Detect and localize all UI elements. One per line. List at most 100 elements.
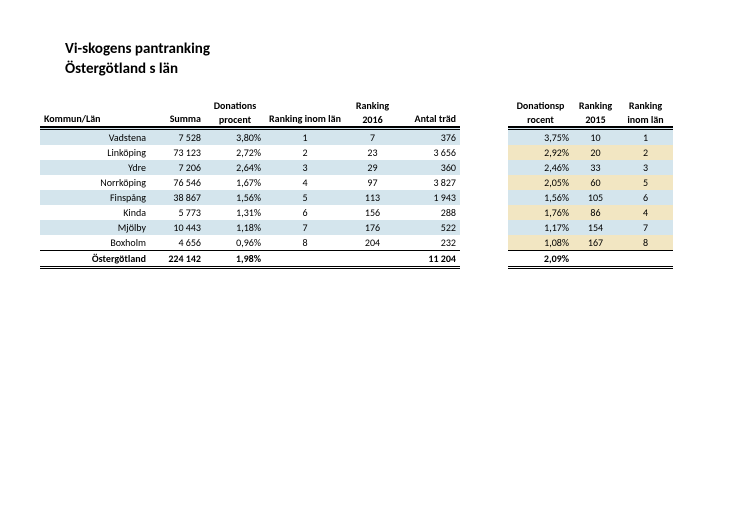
r-header-rank-top: Ranking bbox=[573, 98, 618, 112]
cell-rank-2016: 23 bbox=[345, 145, 400, 160]
cell-summa: 4 656 bbox=[150, 235, 205, 251]
main-table: Kommun/Län Summa Donations Ranking inom … bbox=[40, 98, 460, 269]
r-cell-procent: 3,75% bbox=[508, 128, 573, 145]
r-cell-inom: 2 bbox=[618, 145, 673, 160]
r-cell-procent: 2,46% bbox=[508, 160, 573, 175]
table-row: Norrköping76 5461,67%4973 827 bbox=[40, 175, 460, 190]
cell-rank-2016: 7 bbox=[345, 128, 400, 145]
r-cell-rank: 154 bbox=[573, 220, 618, 235]
r-header-inom-top: Ranking bbox=[618, 98, 673, 112]
r-cell-procent: 1,17% bbox=[508, 220, 573, 235]
r-cell-procent: 1,56% bbox=[508, 190, 573, 205]
cell-antal: 360 bbox=[400, 160, 460, 175]
r-header-inom-bot: inom län bbox=[618, 112, 673, 126]
table-row: Vadstena7 5283,80%17376 bbox=[40, 128, 460, 145]
r-cell-procent: 1,76% bbox=[508, 205, 573, 220]
cell-rank-2016: 113 bbox=[345, 190, 400, 205]
r-header-rank-bot: 2015 bbox=[573, 112, 618, 126]
r-cell-inom: 8 bbox=[618, 235, 673, 251]
cell-name: Vadstena bbox=[40, 128, 150, 145]
cell-summa: 10 443 bbox=[150, 220, 205, 235]
cell-procent: 0,96% bbox=[205, 235, 265, 251]
cell-summa: 73 123 bbox=[150, 145, 205, 160]
table-row: Boxholm4 6560,96%8204232 bbox=[40, 235, 460, 251]
table-row: Mjölby10 4431,18%7176522 bbox=[40, 220, 460, 235]
r-cell-rank: 167 bbox=[573, 235, 618, 251]
cell-procent: 2,72% bbox=[205, 145, 265, 160]
r-header-donations-bot: rocent bbox=[508, 112, 573, 126]
cell-antal: 3 656 bbox=[400, 145, 460, 160]
cell-procent: 1,18% bbox=[205, 220, 265, 235]
cell-rank-lan: 4 bbox=[265, 175, 345, 190]
r-cell-inom: 1 bbox=[618, 128, 673, 145]
cell-antal: 232 bbox=[400, 235, 460, 251]
r-cell-rank: 10 bbox=[573, 128, 618, 145]
cell-rank-2016: 29 bbox=[345, 160, 400, 175]
header-antal: Antal träd bbox=[400, 98, 460, 126]
r-cell-rank: 105 bbox=[573, 190, 618, 205]
cell-rank-2016: 204 bbox=[345, 235, 400, 251]
right-table: Donationsp Ranking Ranking rocent 2015 i… bbox=[508, 98, 673, 269]
cell-summa: 7 528 bbox=[150, 128, 205, 145]
r-cell-rank: 86 bbox=[573, 205, 618, 220]
title-line-2: Östergötland s län bbox=[65, 60, 178, 78]
cell-name: Kinda bbox=[40, 205, 150, 220]
table-row: 1,56%1056 bbox=[508, 190, 673, 205]
r-cell-inom: 3 bbox=[618, 160, 673, 175]
cell-rank-lan: 3 bbox=[265, 160, 345, 175]
cell-name: Boxholm bbox=[40, 235, 150, 251]
table-row: 3,75%101 bbox=[508, 128, 673, 145]
table-row: 1,08%1678 bbox=[508, 235, 673, 251]
totals-row: Östergötland 224 142 1,98% 11 204 bbox=[40, 250, 460, 267]
r-totals-row: 2,09% bbox=[508, 250, 673, 267]
cell-rank-lan: 7 bbox=[265, 220, 345, 235]
cell-rank-lan: 6 bbox=[265, 205, 345, 220]
cell-rank-lan: 2 bbox=[265, 145, 345, 160]
r-cell-rank: 20 bbox=[573, 145, 618, 160]
header-donations-top: Donations bbox=[205, 98, 265, 112]
totals-procent: 1,98% bbox=[205, 250, 265, 267]
title-line-1: Vi-skogens pantranking bbox=[65, 40, 210, 58]
header-rank-lan: Ranking inom län bbox=[265, 98, 345, 126]
table-row: Finspång38 8671,56%51131 943 bbox=[40, 190, 460, 205]
totals-antal: 11 204 bbox=[400, 250, 460, 267]
header-rank-top: Ranking bbox=[345, 98, 400, 112]
cell-summa: 7 206 bbox=[150, 160, 205, 175]
cell-name: Finspång bbox=[40, 190, 150, 205]
table-row: 1,17%1547 bbox=[508, 220, 673, 235]
cell-name: Linköping bbox=[40, 145, 150, 160]
cell-rank-lan: 5 bbox=[265, 190, 345, 205]
r-cell-rank: 33 bbox=[573, 160, 618, 175]
cell-summa: 38 867 bbox=[150, 190, 205, 205]
header-rank-bot: 2016 bbox=[345, 112, 400, 126]
cell-rank-lan: 8 bbox=[265, 235, 345, 251]
cell-rank-lan: 1 bbox=[265, 128, 345, 145]
table-row: 2,92%202 bbox=[508, 145, 673, 160]
r-cell-procent: 2,92% bbox=[508, 145, 573, 160]
page-title: Vi-skogens pantranking Östergötland s lä… bbox=[65, 40, 210, 79]
totals-name: Östergötland bbox=[40, 250, 150, 267]
r-cell-inom: 4 bbox=[618, 205, 673, 220]
cell-rank-2016: 97 bbox=[345, 175, 400, 190]
table-row: 2,46%333 bbox=[508, 160, 673, 175]
cell-procent: 2,64% bbox=[205, 160, 265, 175]
cell-name: Norrköping bbox=[40, 175, 150, 190]
r-cell-procent: 1,08% bbox=[508, 235, 573, 251]
r-cell-rank: 60 bbox=[573, 175, 618, 190]
cell-summa: 76 546 bbox=[150, 175, 205, 190]
r-cell-inom: 6 bbox=[618, 190, 673, 205]
table-row: Kinda5 7731,31%6156288 bbox=[40, 205, 460, 220]
r-cell-procent: 2,05% bbox=[508, 175, 573, 190]
totals-summa: 224 142 bbox=[150, 250, 205, 267]
cell-antal: 376 bbox=[400, 128, 460, 145]
table-row: Linköping73 1232,72%2233 656 bbox=[40, 145, 460, 160]
header-summa: Summa bbox=[150, 98, 205, 126]
cell-rank-2016: 176 bbox=[345, 220, 400, 235]
header-kommun: Kommun/Län bbox=[40, 98, 150, 126]
header-donations-bot: procent bbox=[205, 112, 265, 126]
cell-procent: 1,31% bbox=[205, 205, 265, 220]
cell-summa: 5 773 bbox=[150, 205, 205, 220]
r-cell-inom: 7 bbox=[618, 220, 673, 235]
cell-name: Ydre bbox=[40, 160, 150, 175]
table-row: 2,05%605 bbox=[508, 175, 673, 190]
